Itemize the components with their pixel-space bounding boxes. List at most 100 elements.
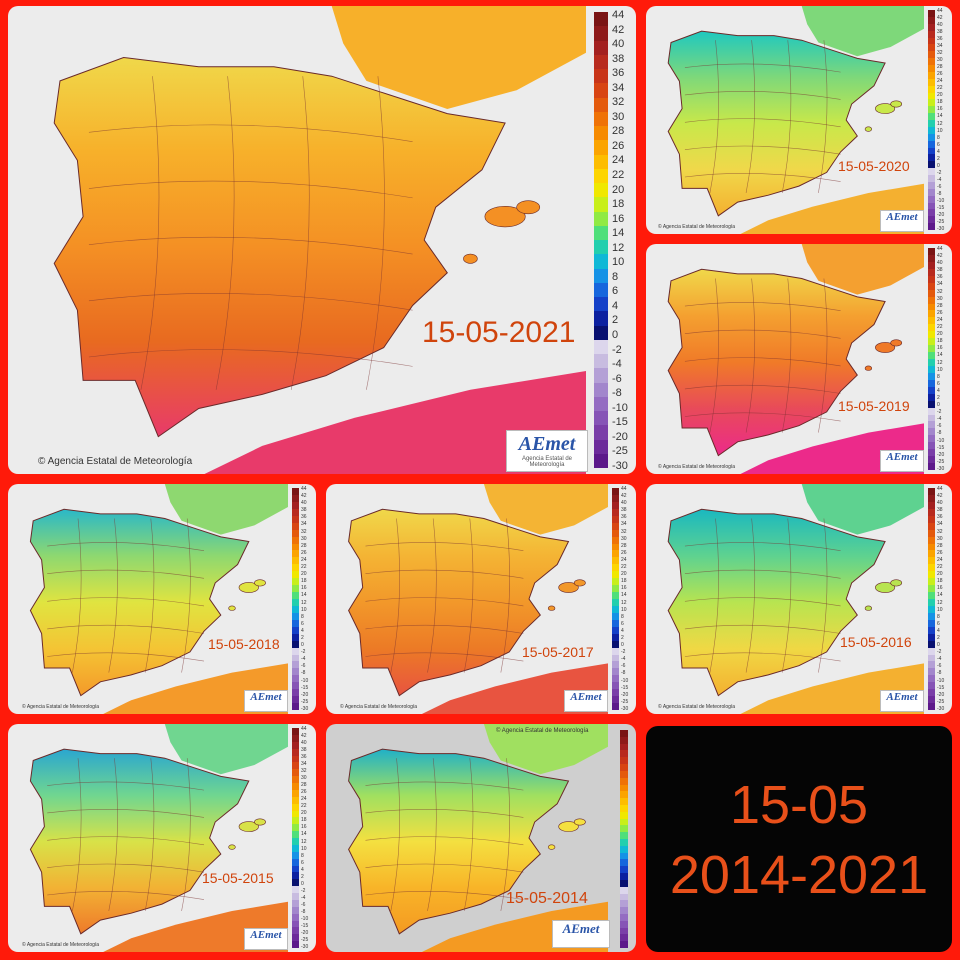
color-scale-tick: 0 <box>937 162 940 169</box>
color-swatch <box>928 147 935 155</box>
color-swatch <box>620 743 628 751</box>
color-scale-tick: 8 <box>612 270 619 283</box>
color-swatch <box>594 154 608 169</box>
balearic-island <box>254 818 266 826</box>
color-swatch <box>292 831 299 838</box>
province-border <box>684 624 841 634</box>
color-swatch <box>612 654 619 662</box>
color-swatch <box>292 696 299 704</box>
color-scale-tick: -15 <box>621 684 629 691</box>
color-swatch <box>928 275 935 283</box>
color-swatch <box>928 501 935 509</box>
iberian-peninsula <box>29 508 250 697</box>
color-scale-tick: 2 <box>937 155 940 162</box>
color-scale-tick: 12 <box>937 120 943 127</box>
color-swatch <box>612 494 619 502</box>
color-scale-bar <box>928 488 935 710</box>
color-swatch <box>928 175 935 182</box>
province-border <box>47 542 205 551</box>
summary-date: 15-05 <box>729 775 869 835</box>
color-scale-tick: 44 <box>612 9 625 21</box>
color-scale-tick: 44 <box>621 486 627 492</box>
map-panel-2018: 15-05-2018 44 42 40 38 36 34 32 30 28 26 24 22 20 18 1… <box>8 484 316 714</box>
color-swatch <box>928 161 935 169</box>
province-border <box>745 40 756 194</box>
color-scale-tick: 14 <box>621 592 627 599</box>
color-scale-tick: -4 <box>301 656 306 663</box>
province-border <box>88 349 413 367</box>
balearic-island <box>547 844 556 850</box>
color-scale-bar <box>928 10 935 230</box>
province-border <box>684 145 841 155</box>
color-scale-ticks: 44 42 40 38 36 34 32 30 28 26 24 22 20 18 16 14 12 10 8 6 4 2… <box>301 487 308 712</box>
province-border <box>47 836 205 846</box>
color-swatch <box>928 372 935 380</box>
color-swatch <box>928 181 935 189</box>
color-scale-tick: 6 <box>301 620 304 627</box>
province-border <box>684 302 841 311</box>
color-swatch <box>620 941 628 948</box>
color-swatch <box>620 832 628 839</box>
color-swatch <box>612 522 619 530</box>
color-scale-tick: 38 <box>937 507 943 514</box>
color-swatch <box>928 449 935 457</box>
color-scale-tick: -2 <box>937 649 942 656</box>
africa-land <box>740 423 924 474</box>
color-swatch <box>612 564 619 572</box>
color-scale-tick: -2 <box>937 169 942 176</box>
color-scale-tick: 4 <box>621 627 624 634</box>
color-swatch <box>620 791 628 799</box>
color-scale-tick: 8 <box>937 613 940 620</box>
color-scale-tick: 42 <box>937 253 943 260</box>
color-swatch <box>928 612 935 620</box>
map-panel-2019: 15-05-2019 44 42 40 38 36 34 32 30 28 26 24 22 20 18 1… <box>646 244 952 474</box>
color-swatch <box>594 354 608 369</box>
color-scale-tick: -25 <box>301 698 309 705</box>
color-scale-tick: 32 <box>301 768 307 775</box>
color-swatch <box>292 488 299 495</box>
color-swatch <box>612 501 619 509</box>
color-scale-tick: -25 <box>621 698 629 705</box>
color-swatch <box>594 54 608 69</box>
color-swatch <box>594 453 608 468</box>
color-scale-tick: 40 <box>301 740 307 747</box>
color-scale-tick: 24 <box>937 316 943 323</box>
color-scale-tick: -8 <box>621 670 626 677</box>
france-land <box>164 484 288 535</box>
color-scale-tick: 32 <box>612 96 625 109</box>
color-swatch <box>928 557 935 565</box>
color-swatch <box>612 633 619 641</box>
color-swatch <box>928 543 935 551</box>
color-swatch <box>620 798 628 805</box>
color-scale-ticks: 44 42 40 38 36 34 32 30 28 26 24 22 20 18 16 14 12 10 8 6 4 2… <box>937 487 944 712</box>
color-swatch <box>292 741 299 749</box>
color-swatch <box>612 557 619 565</box>
color-swatch <box>928 605 935 613</box>
color-scale-tick: 28 <box>301 782 307 789</box>
color-swatch <box>612 550 619 558</box>
color-swatch <box>928 99 935 107</box>
color-scale-bar <box>292 488 299 710</box>
color-swatch <box>928 30 935 38</box>
color-scale-tick: -4 <box>937 656 942 663</box>
map-date-label: 15-05-2021 <box>422 316 576 349</box>
province-border <box>47 597 205 607</box>
color-swatch <box>928 37 935 45</box>
color-swatch <box>292 858 299 866</box>
color-scale-tick: 4 <box>301 866 304 873</box>
color-swatch <box>928 599 935 606</box>
province-border <box>684 652 841 662</box>
aemet-logo: AEmet Agencia Estatal de Meteorología <box>506 430 588 472</box>
color-swatch <box>928 400 935 408</box>
color-swatch <box>928 65 935 72</box>
color-scale-tick: -8 <box>937 430 942 437</box>
color-swatch <box>620 886 628 894</box>
color-swatch <box>928 488 935 495</box>
balearic-island <box>573 818 586 826</box>
color-scale-tick: -10 <box>301 677 309 684</box>
color-scale-tick: 8 <box>937 134 940 141</box>
color-swatch <box>612 675 619 683</box>
color-scale-tick: 18 <box>937 338 943 345</box>
balearic-island <box>547 605 556 611</box>
province-border <box>745 518 756 673</box>
